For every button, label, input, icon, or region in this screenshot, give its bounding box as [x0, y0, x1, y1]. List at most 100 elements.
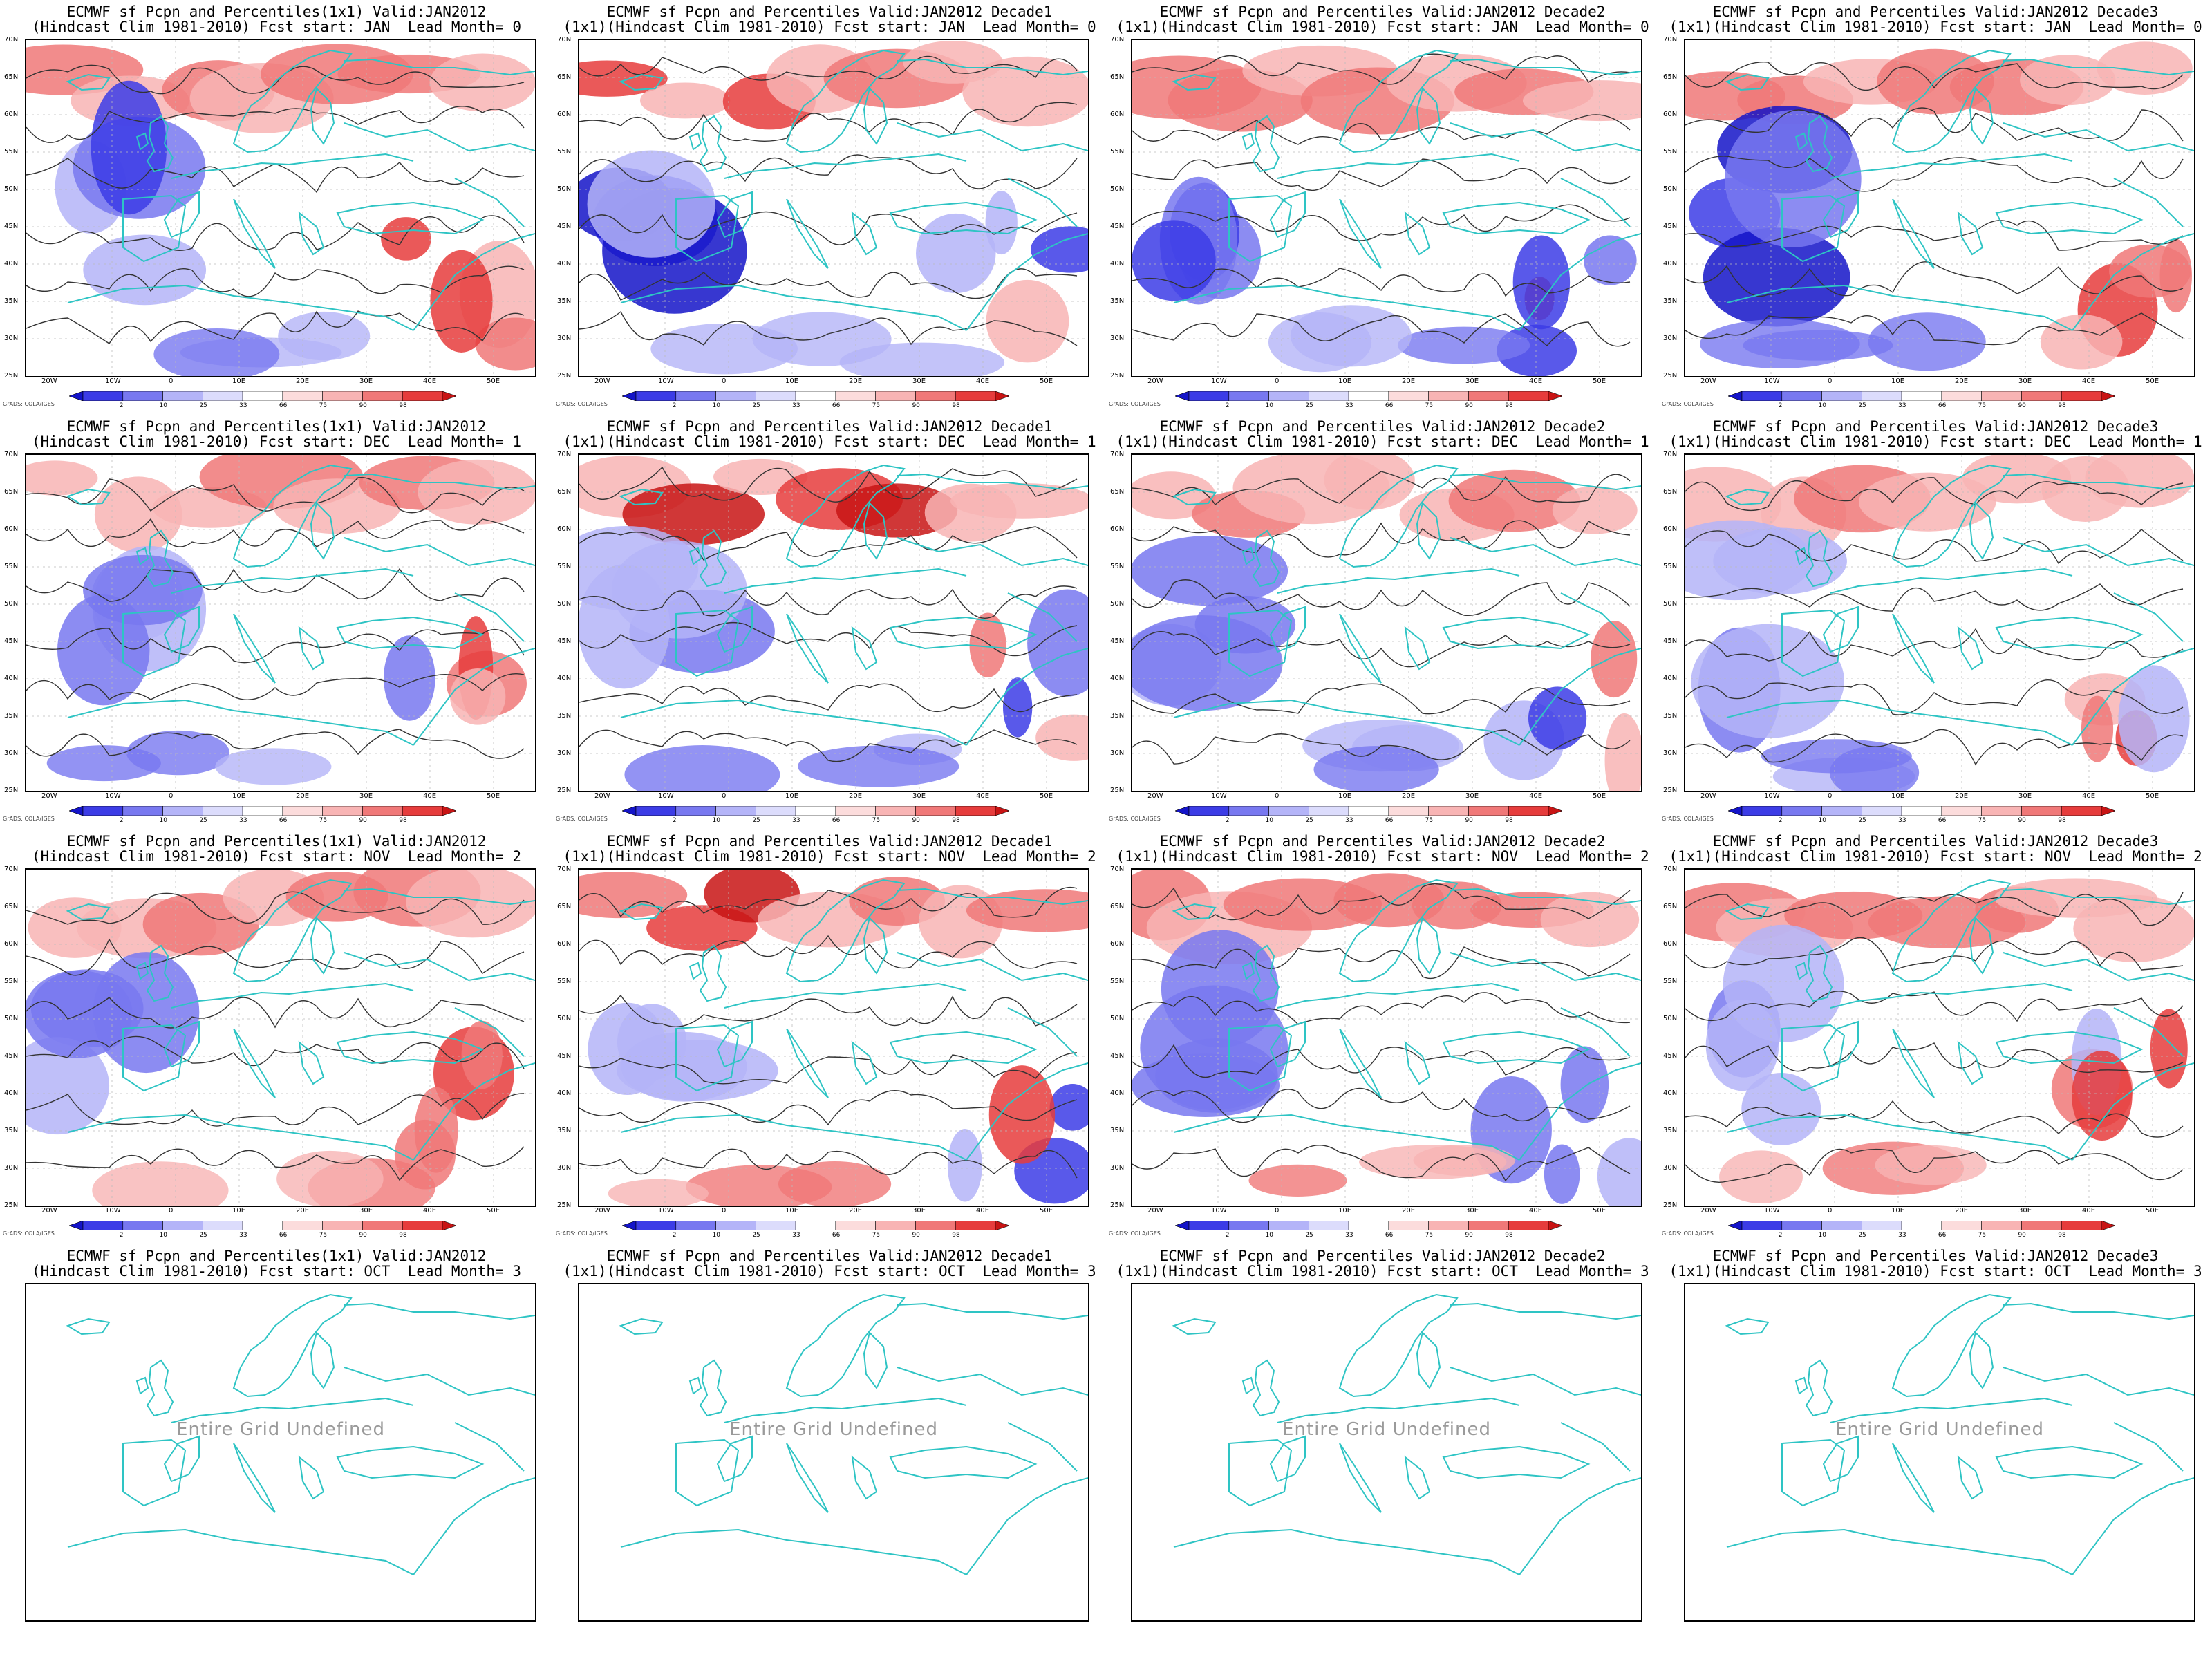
grads-credit: GrADS: COLA/IGES — [1662, 816, 1714, 822]
map-canvas — [1685, 870, 2194, 1206]
latitude-label: 65N — [1110, 903, 1125, 910]
coastline — [2003, 952, 2194, 982]
colorbar-segment — [2101, 391, 2115, 401]
percentile-contour — [1132, 158, 1631, 191]
longitude-label: 10E — [232, 792, 246, 800]
percentile-contour — [1685, 1148, 2184, 1183]
grads-credit: GrADS: COLA/IGES — [556, 401, 608, 407]
latitude-label: 45N — [1110, 637, 1125, 645]
coastline — [233, 1028, 276, 1098]
coastline — [1450, 1367, 1641, 1396]
colorbar-label: 10 — [712, 817, 720, 824]
dry-anomaly-shading — [1741, 1072, 1821, 1145]
longitude-label: 10E — [1891, 377, 1905, 385]
coastline — [724, 982, 967, 1009]
latitude-label: 25N — [1663, 372, 1678, 379]
colorbar-label: 33 — [1345, 402, 1353, 409]
panel-subtitle: (1x1)(Hindcast Clim 1981-2010) Fcst star… — [563, 433, 1096, 450]
percentile-contour — [1132, 1145, 1631, 1182]
grads-credit: GrADS: COLA/IGES — [556, 816, 608, 822]
coastline — [413, 233, 535, 331]
colorbar-label: 66 — [1385, 1232, 1394, 1239]
coastline — [1007, 178, 1078, 227]
panel-subtitle: (1x1)(Hindcast Clim 1981-2010) Fcst star… — [1116, 1263, 1649, 1280]
coastline — [1725, 488, 1770, 506]
coastline — [897, 537, 1088, 567]
latitude-label: 45N — [4, 1052, 19, 1060]
longitude-label: 10W — [1211, 1207, 1227, 1215]
colorbar-label: 2 — [1225, 402, 1230, 409]
colorbar — [69, 1221, 456, 1230]
colorbar-segment — [203, 806, 243, 816]
coastline — [620, 1528, 967, 1575]
colorbar-label: 2 — [672, 402, 677, 409]
anomaly-shading — [1743, 330, 1893, 361]
panel-subtitle: (1x1)(Hindcast Clim 1981-2010) Fcst star… — [1669, 1263, 2202, 1280]
colorbar-segment — [1348, 1221, 1389, 1230]
coastline — [889, 1031, 1038, 1065]
coastline — [966, 233, 1088, 331]
longitude-label: 10W — [1211, 377, 1227, 385]
colorbar-segment — [1741, 1221, 1783, 1230]
colorbar-segment — [622, 1221, 637, 1230]
map-canvas — [1132, 455, 1641, 791]
coastline — [1228, 194, 1293, 263]
panel-title: ECMWF sf Pcpn and Percentiles Valid:JAN2… — [606, 1248, 1053, 1264]
longitude-label: 0 — [1828, 377, 1833, 385]
longitude-label: 20E — [1402, 1207, 1416, 1215]
longitude-label: 10E — [232, 1207, 246, 1215]
colorbar-segment — [955, 391, 996, 401]
percentile-contour — [1685, 1100, 2184, 1138]
panel-subtitle: (1x1)(Hindcast Clim 1981-2010) Fcst star… — [563, 19, 1096, 35]
map-area — [578, 39, 1089, 377]
colorbar-segment — [1728, 391, 1743, 401]
colorbar-label: 75 — [1978, 1232, 1987, 1239]
map-area — [1131, 868, 1642, 1207]
coastline — [1560, 178, 1631, 227]
wet-anomaly-shading — [26, 460, 98, 496]
colorbar-segment — [122, 1221, 163, 1230]
colorbar-segment — [795, 391, 836, 401]
colorbar-label: 25 — [752, 1232, 760, 1239]
coastline — [724, 1397, 967, 1423]
latitude-label: 55N — [1110, 148, 1125, 156]
coastline — [1277, 153, 1520, 179]
coastline — [688, 1376, 702, 1395]
latitude-label: 30N — [4, 1164, 19, 1172]
colorbar-segment — [69, 1221, 84, 1230]
forecast-panel: ECMWF sf Pcpn and Percentiles Valid:JAN2… — [1106, 0, 1659, 415]
panel-title: ECMWF sf Pcpn and Percentiles Valid:JAN2… — [1159, 833, 1606, 850]
colorbar-segment — [1821, 1221, 1862, 1230]
percentile-contour — [1685, 61, 2184, 91]
coastline — [1891, 1293, 2012, 1398]
percentile-contour — [26, 106, 525, 143]
colorbar-label: 33 — [239, 817, 247, 824]
longitude-label: 10W — [1764, 792, 1780, 800]
panel-subtitle: (Hindcast Clim 1981-2010) Fcst start: NO… — [31, 848, 521, 865]
percentile-contour — [26, 64, 525, 95]
coastline — [310, 1331, 335, 1389]
colorbar-segment — [1228, 1221, 1269, 1230]
coastline — [1442, 1031, 1591, 1065]
grads-credit: GrADS: COLA/IGES — [1662, 401, 1714, 407]
coastline — [454, 1422, 525, 1472]
coastline — [66, 488, 111, 506]
coastline — [1277, 568, 1520, 594]
longitude-label: 10W — [658, 1207, 674, 1215]
colorbar-segment — [122, 391, 163, 401]
colorbar — [69, 391, 456, 401]
colorbar-label: 66 — [1938, 817, 1947, 824]
coastline — [1241, 547, 1255, 565]
anomaly-shading — [1591, 620, 1638, 698]
latitude-label: 30N — [4, 335, 19, 342]
longitude-label: 40E — [976, 1207, 990, 1215]
longitude-label: 50E — [1593, 1207, 1606, 1215]
grads-credit: GrADS: COLA/IGES — [556, 1230, 608, 1237]
coastline — [1450, 1302, 1641, 1320]
coastline — [1995, 201, 2144, 235]
panel-title: ECMWF sf Pcpn and Percentiles Valid:JAN2… — [1159, 418, 1606, 435]
coastline — [716, 606, 753, 653]
anomaly-shading — [1248, 1164, 1347, 1197]
colorbar-label: 90 — [2018, 817, 2026, 824]
colorbar-label: 66 — [1385, 817, 1394, 824]
